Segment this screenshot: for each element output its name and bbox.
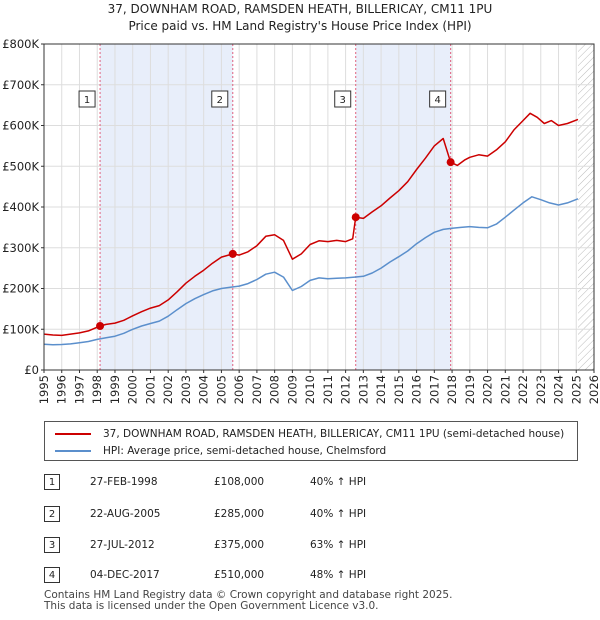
sale-label-text: 2 — [217, 95, 223, 106]
sale-points — [96, 158, 455, 330]
legend: 37, DOWNHAM ROAD, RAMSDEN HEATH, BILLERI… — [44, 421, 578, 461]
sale-label-text: 3 — [340, 95, 346, 106]
y-tick-label: £200K — [2, 282, 39, 296]
x-tick-label: 2025 — [569, 375, 583, 404]
x-tick-label: 2011 — [321, 375, 335, 404]
transaction-number: 3 — [44, 537, 60, 553]
series-lines — [43, 112, 579, 346]
transaction-date: 27-JUL-2012 — [90, 539, 155, 551]
sale-label-text: 4 — [434, 95, 440, 106]
y-tick-label: £800K — [2, 37, 39, 51]
sale-label-box — [429, 90, 447, 108]
sale-markers: 1 2 3 4 — [78, 44, 452, 370]
y-tick-label: £300K — [2, 241, 39, 255]
footer-line-1: Contains HM Land Registry data © Crown c… — [44, 589, 453, 601]
transaction-price: £375,000 — [214, 539, 265, 551]
transaction-hpi: 40% ↑ HPI — [310, 508, 367, 520]
axes: £0 £100K £200K £300K £400K £500K £600K £700K £80… — [2, 37, 600, 404]
x-tick-label: 2024 — [552, 375, 566, 404]
y-tick-label: £100K — [2, 322, 39, 336]
transaction-date: 04-DEC-2017 — [90, 569, 160, 581]
x-tick-label: 2006 — [232, 375, 246, 404]
sale-label-box — [211, 90, 229, 108]
sale-point — [228, 249, 237, 258]
x-tick-label: 1998 — [90, 375, 104, 404]
transaction-date: 27-FEB-1998 — [90, 476, 158, 488]
chart-title: 37, DOWNHAM ROAD, RAMSDEN HEATH, BILLERI… — [108, 2, 493, 16]
x-tick-label: 1997 — [72, 375, 86, 404]
x-tick-label: 2015 — [392, 375, 406, 404]
transaction-hpi: 40% ↑ HPI — [310, 476, 367, 488]
transaction-date: 22-AUG-2005 — [90, 508, 161, 520]
chart-subtitle: Price paid vs. HM Land Registry's House … — [128, 19, 471, 33]
legend-swatch-property — [55, 433, 91, 435]
transaction-hpi: 48% ↑ HPI — [310, 569, 367, 581]
footer-line-2: This data is licensed under the Open Gov… — [44, 600, 379, 612]
y-tick-label: £700K — [2, 78, 39, 92]
sale-point — [446, 158, 455, 167]
x-tick-label: 2007 — [250, 375, 264, 404]
y-tick-label: £0 — [24, 363, 39, 377]
x-tick-label: 2022 — [516, 375, 530, 404]
x-tick-label: 2002 — [161, 375, 175, 404]
x-tick-label: 2019 — [463, 375, 477, 404]
x-tick-label: 1996 — [55, 375, 69, 404]
price-chart: 37, DOWNHAM ROAD, RAMSDEN HEATH, BILLERI… — [2, 2, 600, 404]
x-tick-label: 2020 — [481, 375, 495, 404]
series-line — [43, 196, 579, 346]
footer-attribution: Contains HM Land Registry data © Crown c… — [44, 590, 452, 612]
y-tick-label: £600K — [2, 119, 39, 133]
x-tick-label: 2012 — [339, 375, 353, 404]
legend-label-hpi: HPI: Average price, semi-detached house,… — [103, 445, 387, 457]
x-tick-label: 2000 — [126, 375, 140, 404]
legend-swatch-hpi — [55, 450, 91, 452]
x-tick-label: 2008 — [268, 375, 282, 404]
legend-label-property: 37, DOWNHAM ROAD, RAMSDEN HEATH, BILLERI… — [103, 428, 565, 440]
y-tick-label: £400K — [2, 200, 39, 214]
y-tick-label: £500K — [2, 159, 39, 173]
sale-label-box — [78, 90, 96, 108]
x-tick-label: 2005 — [214, 375, 228, 404]
sale-label-text: 1 — [84, 95, 90, 106]
x-tick-label: 2010 — [303, 375, 317, 404]
x-tick-label: 2021 — [498, 375, 512, 404]
transaction-price: £510,000 — [214, 569, 265, 581]
x-tick-label: 1999 — [108, 375, 122, 404]
sale-label-box — [334, 90, 352, 108]
x-tick-label: 1995 — [37, 375, 51, 404]
x-tick-label: 2013 — [356, 375, 370, 404]
transaction-price: £285,000 — [214, 508, 265, 520]
transaction-number: 1 — [44, 474, 60, 490]
x-tick-label: 2016 — [410, 375, 424, 404]
x-tick-label: 2018 — [445, 375, 459, 404]
x-tick-label: 2014 — [374, 375, 388, 404]
sale-point — [351, 213, 360, 222]
x-tick-label: 2009 — [285, 375, 299, 404]
transaction-price: £108,000 — [214, 476, 265, 488]
x-tick-label: 2003 — [179, 375, 193, 404]
transaction-number: 4 — [44, 567, 60, 583]
x-tick-label: 2004 — [197, 375, 211, 404]
transaction-number: 2 — [44, 506, 60, 522]
x-tick-label: 2026 — [587, 375, 600, 404]
x-tick-label: 2023 — [534, 375, 548, 404]
x-tick-label: 2001 — [143, 375, 157, 404]
sale-point — [96, 321, 105, 330]
x-tick-label: 2017 — [427, 375, 441, 404]
series-line — [43, 112, 579, 337]
transaction-hpi: 63% ↑ HPI — [310, 539, 367, 551]
